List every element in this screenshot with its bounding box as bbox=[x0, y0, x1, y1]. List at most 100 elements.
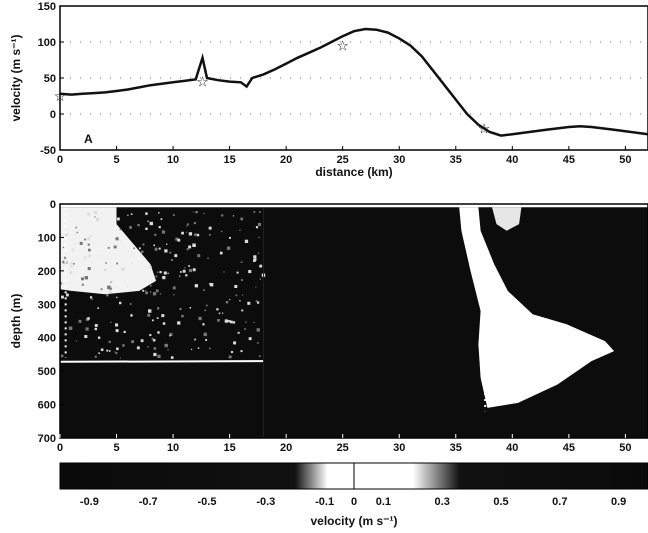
speckle bbox=[62, 260, 66, 264]
speckle bbox=[130, 213, 133, 215]
speckle bbox=[209, 347, 211, 349]
x-tick-label: 30 bbox=[393, 442, 405, 454]
x-tick-label: 0 bbox=[57, 442, 63, 454]
colorbar-tick-label: 0.5 bbox=[493, 496, 508, 508]
speckle bbox=[88, 248, 91, 252]
speckle bbox=[167, 349, 169, 351]
speckle bbox=[244, 239, 249, 243]
speckle bbox=[240, 261, 243, 263]
speckle bbox=[207, 257, 209, 259]
speckle bbox=[115, 352, 118, 355]
y-tick-label: 200 bbox=[38, 266, 56, 278]
speckle bbox=[223, 271, 225, 273]
panel-a-x-axis-label: distance (km) bbox=[315, 165, 392, 179]
speckle bbox=[142, 243, 145, 246]
speckle bbox=[253, 321, 255, 324]
speckle bbox=[240, 217, 244, 221]
x-tick-label: 45 bbox=[563, 154, 575, 166]
speckle bbox=[193, 339, 196, 341]
speckle bbox=[209, 283, 214, 287]
speckle bbox=[222, 312, 224, 314]
speckle bbox=[236, 271, 239, 274]
speckle bbox=[139, 247, 141, 250]
panel-a-markers: ☆ ☆ ☆ ☆ bbox=[54, 39, 491, 138]
colorbar-tick-label: 0.7 bbox=[552, 496, 567, 508]
speckle bbox=[71, 248, 74, 251]
speckle bbox=[145, 291, 148, 295]
speckle bbox=[193, 221, 196, 225]
speckle bbox=[185, 274, 188, 277]
speckle bbox=[196, 233, 200, 237]
speckle bbox=[256, 328, 260, 332]
speckle bbox=[110, 281, 112, 283]
speckle bbox=[68, 326, 73, 330]
speckle bbox=[241, 309, 244, 312]
speckle bbox=[116, 262, 118, 265]
speckle bbox=[170, 356, 174, 359]
speckle bbox=[140, 339, 144, 343]
speckle bbox=[158, 212, 160, 214]
x-tick-label: 5 bbox=[113, 154, 119, 166]
speckle bbox=[107, 285, 111, 290]
speckle bbox=[123, 330, 126, 333]
speckle bbox=[136, 346, 140, 350]
speckle bbox=[259, 264, 263, 268]
speckle bbox=[106, 349, 109, 352]
speckle bbox=[240, 350, 243, 353]
speckle bbox=[255, 226, 259, 229]
speckle bbox=[244, 328, 246, 330]
speckle bbox=[166, 243, 168, 245]
speckle bbox=[162, 322, 166, 325]
y-tick-label: -50 bbox=[40, 145, 56, 157]
speckle bbox=[258, 355, 261, 358]
x-tick-label: 0 bbox=[57, 154, 63, 166]
panel-a-x-ticks: 0 5 10 15 20 25 30 35 40 45 50 bbox=[57, 146, 632, 166]
x-tick-label: 50 bbox=[619, 442, 631, 454]
speckle bbox=[257, 252, 260, 254]
speckle bbox=[95, 218, 100, 222]
speckle bbox=[234, 285, 238, 288]
speckle bbox=[192, 268, 196, 272]
speckle bbox=[147, 220, 149, 222]
speckle bbox=[189, 307, 192, 309]
speckle bbox=[87, 212, 91, 216]
colorbar-tick-label: 0.1 bbox=[376, 496, 391, 508]
speckle bbox=[180, 271, 182, 273]
speckle bbox=[60, 282, 63, 285]
speckle bbox=[115, 237, 119, 241]
panel-a-grid bbox=[60, 41, 648, 115]
speckle bbox=[177, 321, 181, 325]
speckle bbox=[179, 307, 182, 311]
speckle bbox=[94, 327, 97, 331]
speckle bbox=[208, 226, 212, 230]
speckle bbox=[169, 251, 172, 254]
speckle bbox=[153, 244, 155, 247]
speckle bbox=[158, 247, 161, 250]
speckle bbox=[87, 243, 90, 246]
speckle bbox=[171, 259, 173, 261]
speckle bbox=[100, 348, 104, 351]
speckle bbox=[75, 340, 77, 342]
speckle bbox=[90, 235, 92, 237]
speckle bbox=[94, 211, 98, 215]
speckle bbox=[127, 214, 129, 216]
speckle bbox=[247, 301, 251, 305]
speckle bbox=[60, 354, 64, 358]
star-marker: ☆ bbox=[54, 89, 67, 105]
y-tick-label: 300 bbox=[38, 299, 56, 311]
speckle bbox=[194, 233, 197, 237]
speckle bbox=[230, 320, 233, 324]
speckle bbox=[108, 350, 111, 352]
speckle bbox=[197, 347, 200, 349]
speckle bbox=[153, 352, 157, 357]
near-zero-region-left bbox=[60, 207, 157, 295]
speckle bbox=[181, 314, 184, 318]
speckle bbox=[224, 319, 228, 323]
speckle bbox=[219, 251, 223, 255]
speckle bbox=[109, 287, 112, 290]
speckle bbox=[97, 255, 99, 257]
speckle bbox=[152, 339, 156, 342]
speckle bbox=[79, 241, 83, 245]
speckle bbox=[70, 262, 73, 265]
